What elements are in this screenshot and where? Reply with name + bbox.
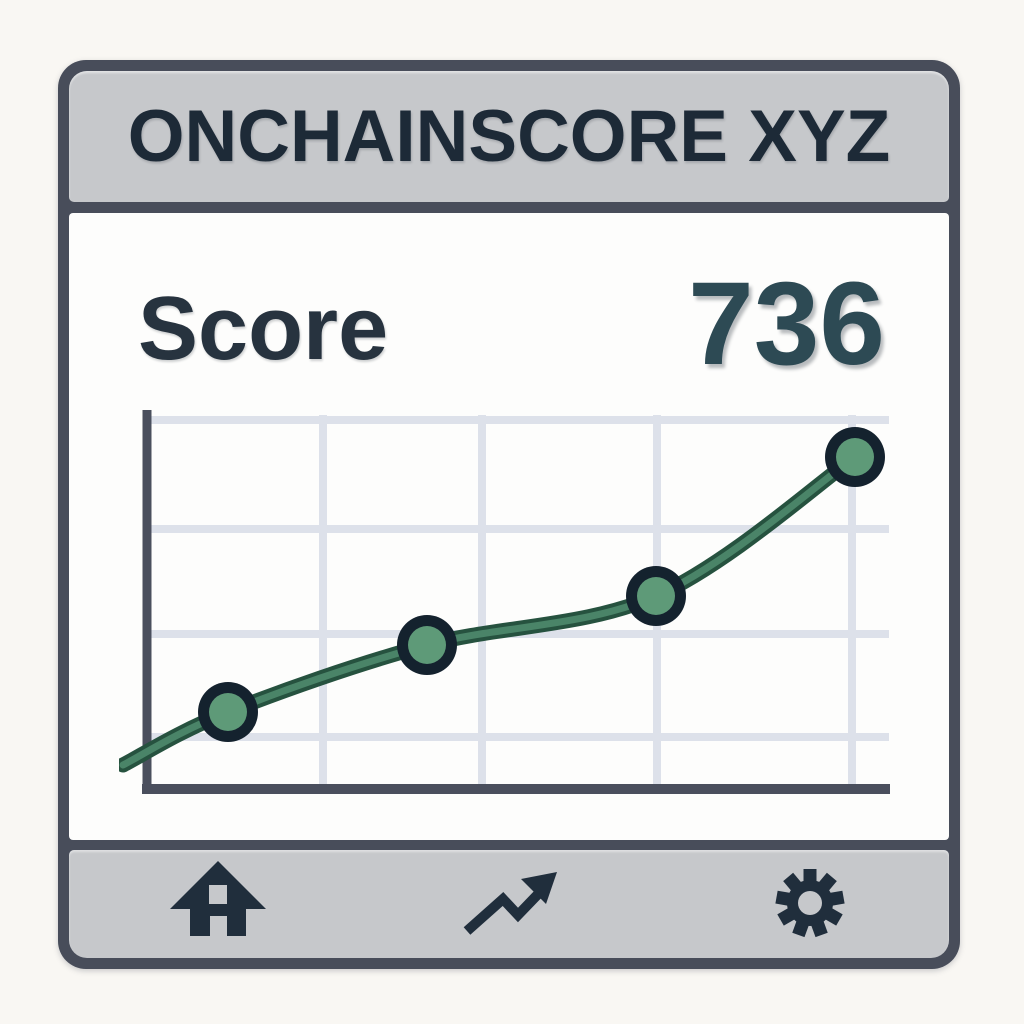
data-point — [209, 693, 247, 731]
data-point — [637, 577, 675, 615]
trending-up-icon[interactable] — [463, 872, 557, 935]
bottom-nav — [69, 850, 949, 958]
chart-axes — [142, 410, 890, 794]
header-bar: ONCHAINSCORE XYZ — [69, 71, 949, 202]
data-point — [836, 438, 874, 476]
score-trend-chart — [119, 410, 890, 794]
app-title: ONCHAINSCORE XYZ — [127, 96, 891, 177]
home-icon[interactable] — [170, 861, 266, 936]
score-label: Score — [138, 279, 389, 379]
score-value: 736 — [688, 258, 885, 390]
chart-gridlines — [149, 415, 889, 784]
bottom-nav-icons — [170, 861, 845, 938]
gear-icon[interactable] — [775, 869, 845, 938]
data-point — [408, 626, 446, 664]
chart-data-points — [198, 427, 885, 742]
